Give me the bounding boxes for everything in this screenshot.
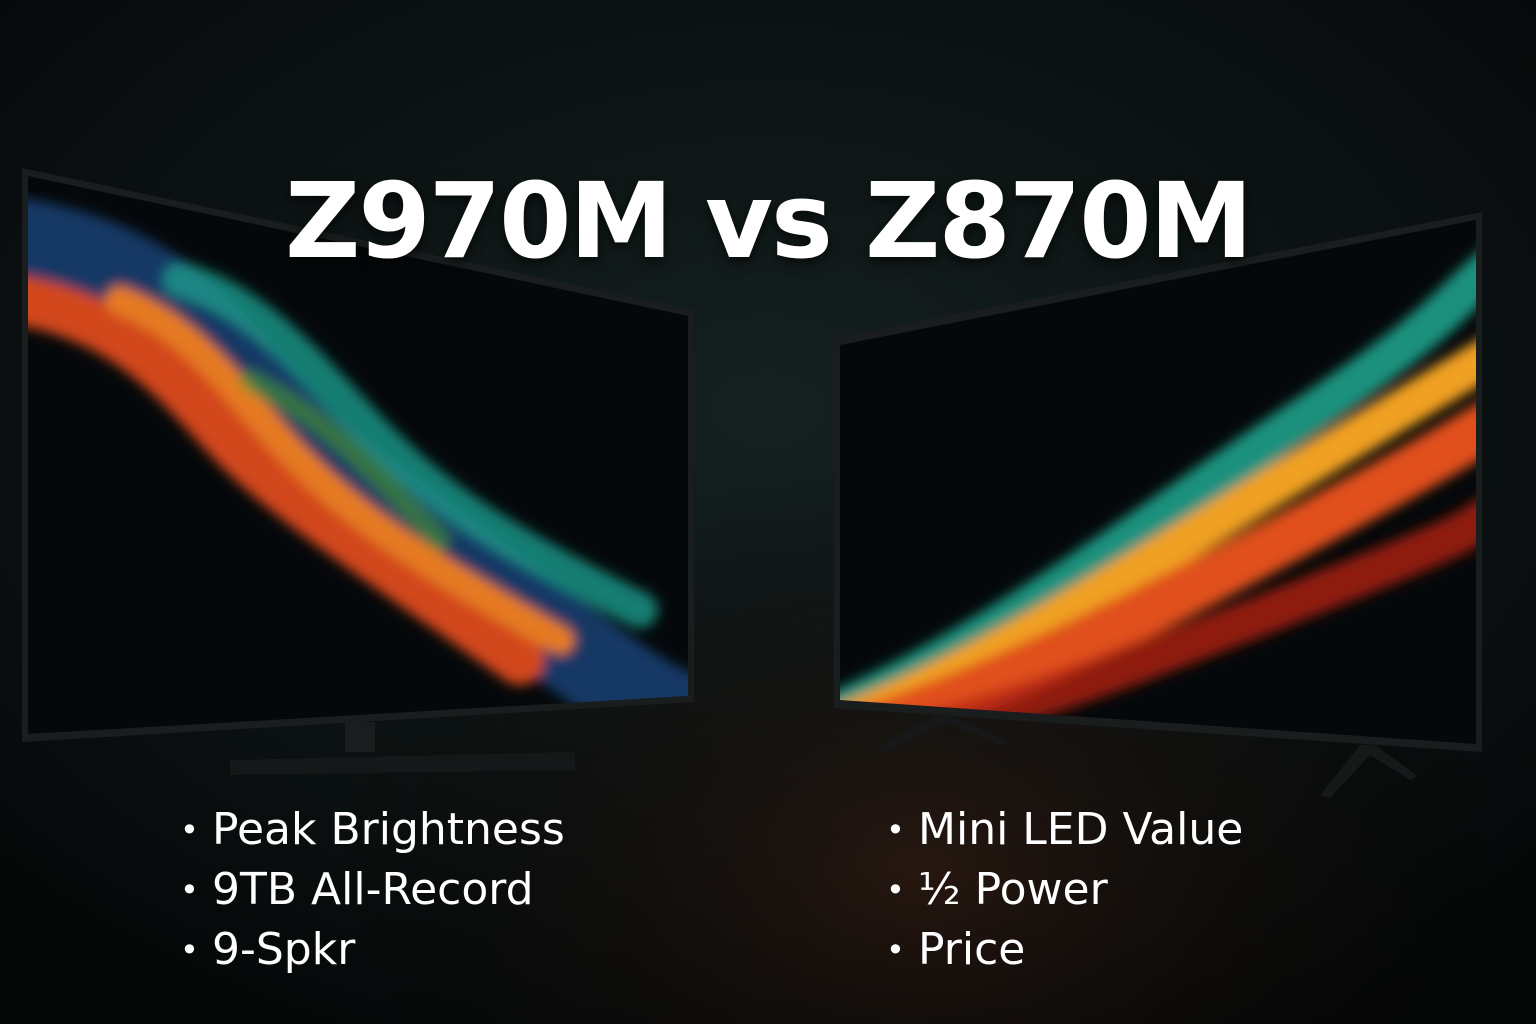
feature-list: Peak Brightness9TB All-Record9-Spkr bbox=[180, 800, 565, 980]
feature-list: Mini LED Value½ PowerPrice bbox=[886, 800, 1243, 980]
feature: Peak Brightness bbox=[180, 800, 565, 860]
feature: 9-Spkr bbox=[180, 920, 565, 980]
feature: Price bbox=[886, 920, 1243, 980]
feature: Mini LED Value bbox=[886, 800, 1243, 860]
feature: 9TB All-Record bbox=[180, 860, 565, 920]
feature: ½ Power bbox=[886, 860, 1243, 920]
title: Z970M vs Z870M bbox=[284, 160, 1253, 282]
